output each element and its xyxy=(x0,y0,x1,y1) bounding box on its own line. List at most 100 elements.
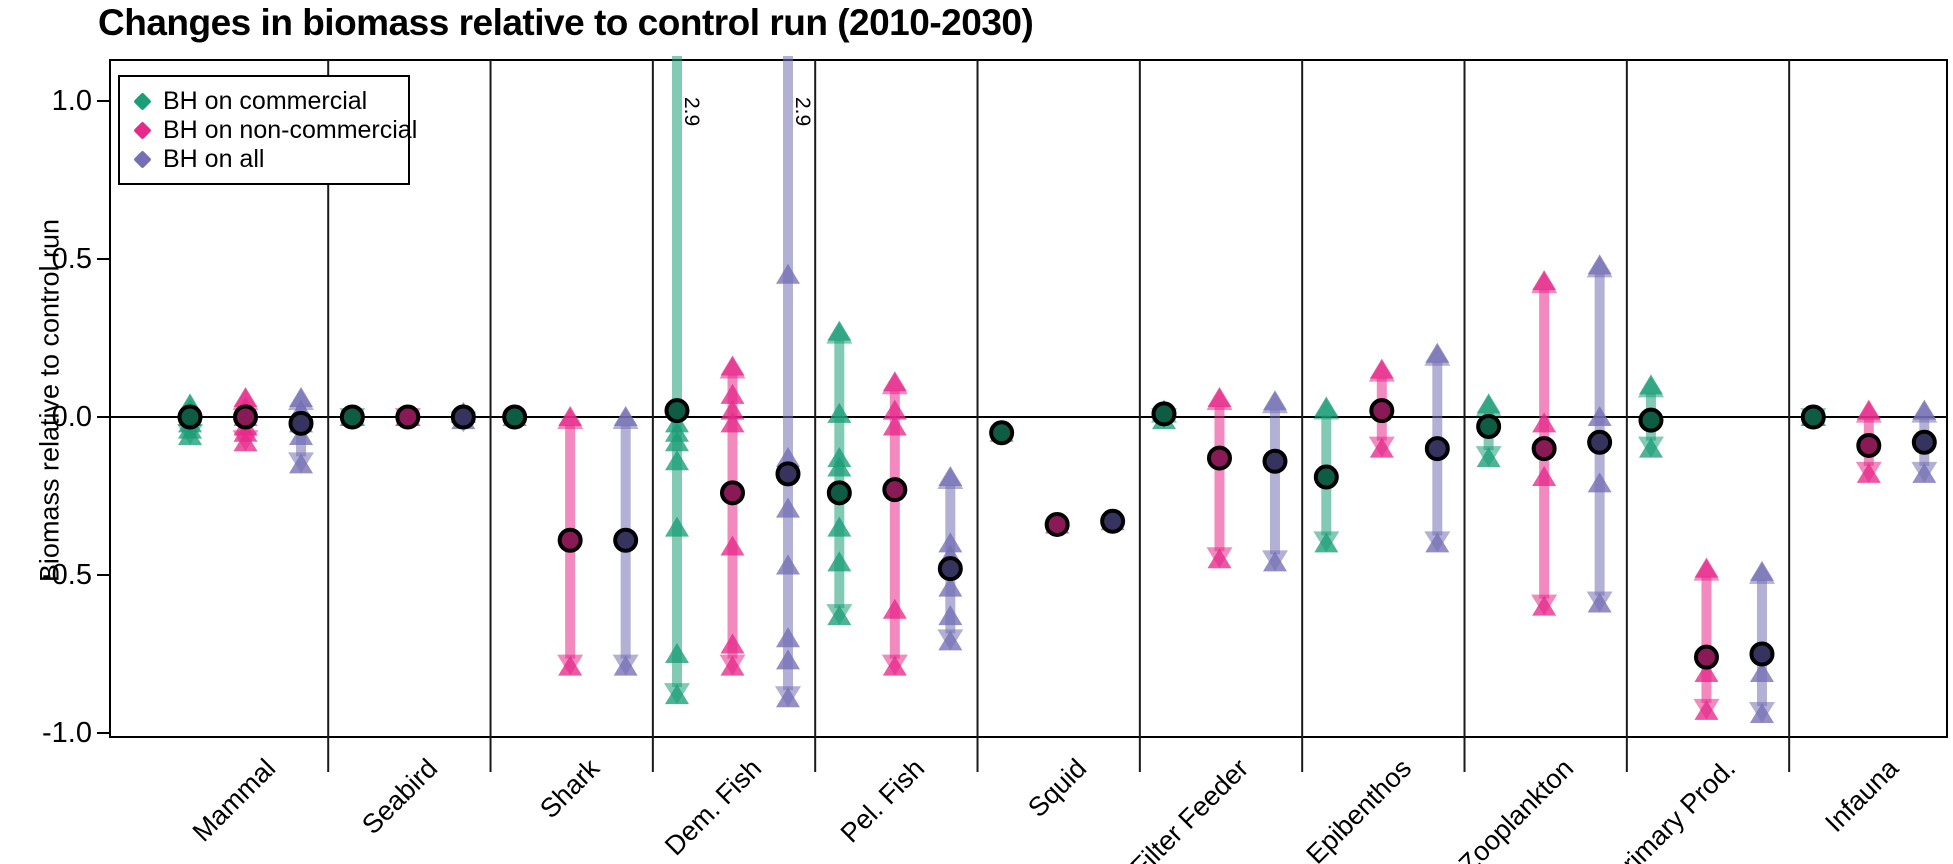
median-dot xyxy=(1100,508,1126,534)
run-marker xyxy=(938,576,963,597)
median-dot xyxy=(395,404,421,430)
median-dot xyxy=(775,461,801,487)
run-marker xyxy=(938,630,963,651)
run-marker xyxy=(664,450,689,471)
run-marker xyxy=(775,497,800,518)
median-dot xyxy=(288,410,314,436)
run-marker xyxy=(1369,437,1394,458)
legend-item-commercial: BH on commercial xyxy=(133,87,408,116)
run-marker xyxy=(827,551,852,572)
run-marker xyxy=(775,263,800,284)
run-marker xyxy=(827,516,852,537)
clip-value-label: 2.9 xyxy=(680,97,703,126)
run-marker xyxy=(720,355,745,376)
median-dot xyxy=(1424,436,1450,462)
run-marker xyxy=(827,402,852,423)
run-marker xyxy=(938,532,963,553)
run-marker xyxy=(1532,412,1557,433)
run-marker xyxy=(1262,390,1287,411)
median-dot xyxy=(502,404,528,430)
median-dot xyxy=(1638,407,1664,433)
run-marker xyxy=(1749,560,1774,581)
run-marker xyxy=(1694,699,1719,720)
run-marker xyxy=(1207,387,1232,408)
run-marker xyxy=(720,655,745,676)
run-marker xyxy=(1532,466,1557,487)
run-marker xyxy=(289,453,313,474)
median-dot xyxy=(719,480,745,506)
median-dot xyxy=(826,480,852,506)
legend-item-non-commercial: BH on non-commercial xyxy=(133,116,417,145)
median-dot xyxy=(1531,436,1557,462)
median-dot xyxy=(613,527,639,553)
run-marker xyxy=(1425,342,1450,363)
run-marker xyxy=(1587,406,1612,426)
run-marker xyxy=(882,655,907,676)
run-marker xyxy=(720,412,745,433)
run-marker xyxy=(775,627,800,648)
median-dot xyxy=(450,404,476,430)
run-marker xyxy=(289,387,313,408)
run-marker xyxy=(827,320,852,341)
run-marker xyxy=(938,605,963,626)
run-marker xyxy=(1749,703,1774,724)
run-marker xyxy=(1856,399,1881,420)
run-marker xyxy=(720,535,745,556)
run-marker xyxy=(775,649,800,670)
run-marker xyxy=(720,399,745,420)
run-marker xyxy=(1749,661,1774,682)
run-marker xyxy=(775,687,800,708)
run-marker xyxy=(1587,254,1612,275)
run-marker xyxy=(558,655,583,676)
run-marker xyxy=(1369,358,1394,379)
median-dot xyxy=(1206,445,1232,471)
median-dot xyxy=(882,477,908,503)
run-marker xyxy=(664,684,689,705)
run-marker xyxy=(938,466,963,487)
median-dot xyxy=(1856,432,1882,458)
diamond-marker-icon xyxy=(133,121,152,140)
chart-title: Changes in biomass relative to control r… xyxy=(98,2,1034,43)
run-marker xyxy=(827,456,852,477)
run-marker xyxy=(1207,548,1232,569)
y-tick-label: -1.0 xyxy=(42,717,92,749)
run-marker xyxy=(720,633,745,654)
run-marker xyxy=(178,424,202,445)
run-marker xyxy=(1856,462,1881,483)
median-dot xyxy=(1044,511,1070,537)
run-marker xyxy=(775,554,800,575)
run-marker xyxy=(827,605,852,626)
run-marker xyxy=(1262,551,1287,572)
y-tick-label: 0.0 xyxy=(51,401,92,433)
run-marker xyxy=(720,383,745,404)
run-marker xyxy=(1912,462,1937,483)
diamond-marker-icon xyxy=(133,150,152,169)
run-marker xyxy=(882,415,907,436)
median-dot xyxy=(1476,413,1502,439)
median-dot xyxy=(1693,644,1719,670)
run-marker xyxy=(1476,447,1501,468)
clip-value-label: 2.9 xyxy=(791,97,814,126)
y-tick-label: 0.5 xyxy=(51,243,92,275)
run-marker xyxy=(1587,592,1612,613)
run-marker xyxy=(1694,661,1719,682)
run-marker xyxy=(882,371,907,392)
median-dot xyxy=(233,404,258,430)
run-marker xyxy=(1476,393,1501,414)
run-marker xyxy=(1425,532,1450,553)
plot-frame xyxy=(109,59,1948,738)
y-tick-label: -0.5 xyxy=(42,559,92,591)
legend-label: BH on non-commercial xyxy=(163,116,418,144)
median-dot xyxy=(1587,429,1613,455)
median-dot xyxy=(1151,401,1177,427)
median-dot xyxy=(1800,404,1826,430)
median-dot xyxy=(339,404,365,430)
y-tick-label: 1.0 xyxy=(51,85,92,117)
median-dot xyxy=(177,404,203,430)
run-marker xyxy=(664,431,689,452)
run-marker xyxy=(1638,374,1663,395)
median-dot xyxy=(1749,641,1775,667)
run-marker xyxy=(882,598,907,619)
